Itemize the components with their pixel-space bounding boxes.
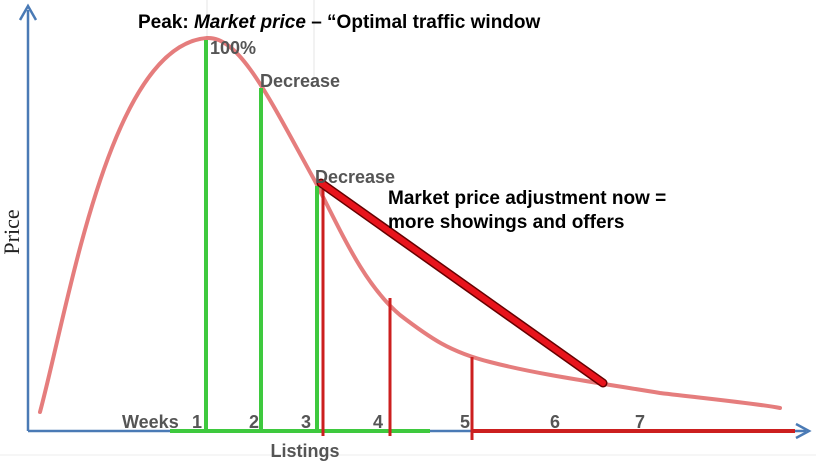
y-axis-arrow-icon bbox=[18, 3, 38, 21]
decrease-label-2: Decrease bbox=[315, 167, 395, 187]
chart-title: Peak: Market price – “Optimal traffic wi… bbox=[138, 12, 541, 33]
decrease-label-1: Decrease bbox=[260, 71, 340, 91]
week-label: 5 bbox=[460, 412, 470, 432]
annotation-line-2: more showings and offers bbox=[388, 212, 624, 233]
week-label: 4 bbox=[373, 412, 383, 432]
x-axis-arrow-icon bbox=[795, 422, 812, 440]
annotation-line-1: Market price adjustment now = bbox=[388, 188, 666, 209]
week-label: 1 bbox=[192, 412, 202, 432]
x-axis-label: Listings bbox=[270, 441, 339, 461]
week-label: 6 bbox=[550, 412, 560, 432]
y-axis-label: Price bbox=[0, 209, 24, 254]
week-label: 7 bbox=[635, 412, 645, 432]
week-label: 2 bbox=[249, 412, 259, 432]
adjustment-line bbox=[318, 180, 606, 386]
weeks-label: Weeks bbox=[122, 412, 179, 432]
price-curve bbox=[38, 35, 782, 414]
week-label: 3 bbox=[301, 412, 311, 432]
peak-label: 100% bbox=[210, 38, 256, 58]
